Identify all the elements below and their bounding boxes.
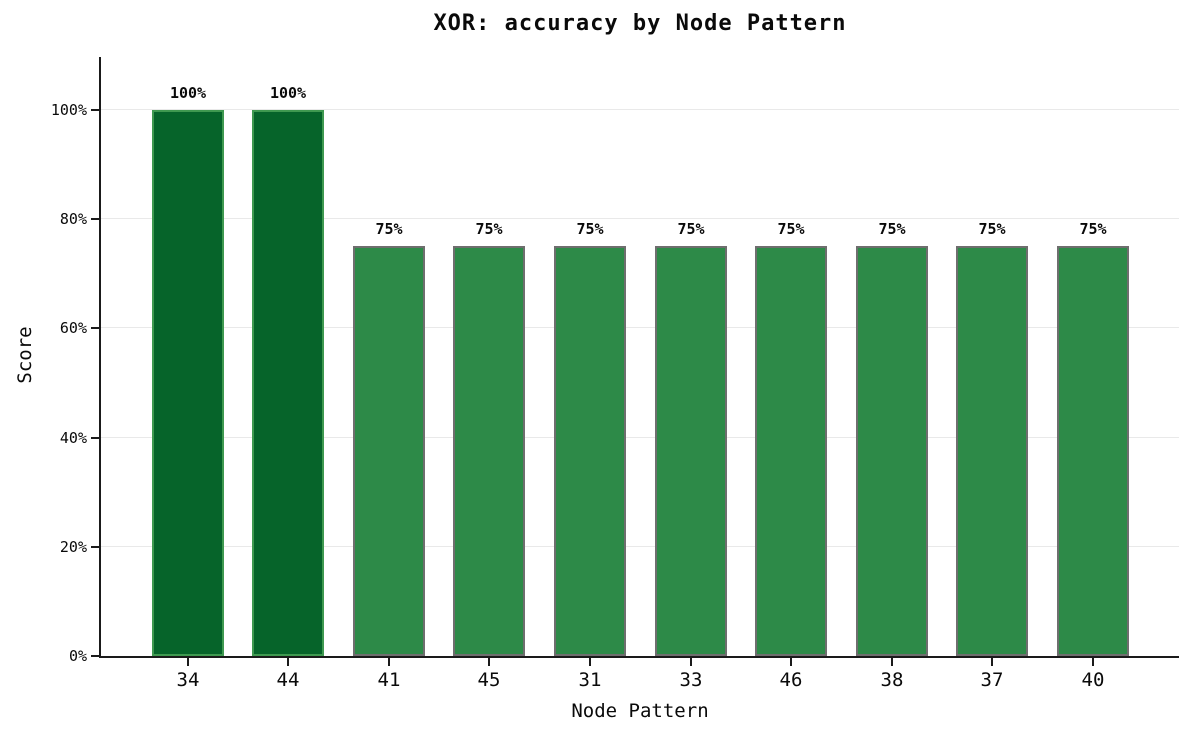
y-tick-label: 60% (59, 319, 87, 337)
bar-value-label: 75% (475, 220, 503, 238)
y-tick-label: 80% (59, 210, 87, 228)
bar-value-label: 75% (777, 220, 805, 238)
bar (1057, 246, 1129, 656)
x-tick-label: 31 (578, 669, 602, 691)
x-tick-mark (690, 658, 692, 666)
x-tick-label: 33 (679, 669, 703, 691)
y-tick-mark (91, 655, 99, 657)
x-tick-mark (1092, 658, 1094, 666)
bar (956, 246, 1028, 656)
y-tick-label: 0% (68, 647, 87, 665)
x-tick-mark (589, 658, 591, 666)
bar (655, 246, 727, 656)
x-tick-label: 40 (1081, 669, 1105, 691)
bar (152, 110, 224, 656)
bar (554, 246, 626, 656)
x-tick-mark (287, 658, 289, 666)
bar (755, 246, 827, 656)
x-tick-label: 34 (176, 669, 200, 691)
bar-value-label: 75% (375, 220, 403, 238)
x-tick-label: 37 (980, 669, 1004, 691)
y-tick-mark (91, 437, 99, 439)
x-tick-mark (388, 658, 390, 666)
x-tick-label: 45 (477, 669, 501, 691)
x-tick-label: 44 (276, 669, 300, 691)
x-tick-label: 41 (377, 669, 401, 691)
gridline (101, 437, 1179, 438)
x-tick-label: 38 (880, 669, 904, 691)
y-tick-mark (91, 218, 99, 220)
gridline (101, 218, 1179, 219)
y-tick-mark (91, 109, 99, 111)
bar-value-label: 100% (269, 84, 307, 102)
x-tick-label: 46 (779, 669, 803, 691)
bar-value-label: 100% (169, 84, 207, 102)
y-tick-label: 20% (59, 538, 87, 556)
plot-area: 0% 20% 40% 60% 80% 100% 100% 34 100% 44 75% 41 75% 45… (51, 57, 1179, 691)
gridline (101, 327, 1179, 328)
y-tick-mark (91, 327, 99, 329)
bar (353, 246, 425, 656)
y-tick-label: 100% (50, 101, 87, 119)
gridline (101, 546, 1179, 547)
bar (856, 246, 928, 656)
x-tick-mark (991, 658, 993, 666)
y-tick-mark (91, 546, 99, 548)
bar-value-label: 75% (1079, 220, 1107, 238)
x-tick-mark (790, 658, 792, 666)
x-tick-mark (891, 658, 893, 666)
bar (252, 110, 324, 656)
x-tick-mark (488, 658, 490, 666)
bar-value-label: 75% (677, 220, 705, 238)
x-axis-label: Node Pattern (571, 700, 709, 722)
bar-value-label: 75% (878, 220, 906, 238)
bar-value-label: 75% (576, 220, 604, 238)
bar-value-label: 75% (978, 220, 1006, 238)
chart-title: XOR: accuracy by Node Pattern (433, 11, 847, 36)
x-tick-mark (187, 658, 189, 666)
bar (453, 246, 525, 656)
gridline (101, 109, 1179, 110)
y-tick-label: 40% (59, 429, 87, 447)
